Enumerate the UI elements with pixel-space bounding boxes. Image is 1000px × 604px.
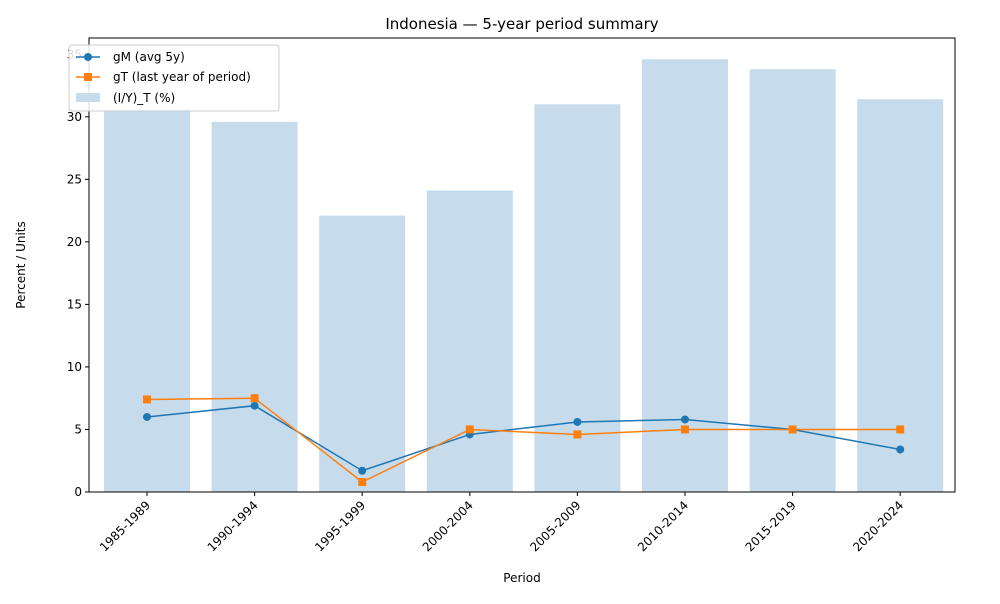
- x-tick-label-2020-2024: 2020-2024: [850, 498, 906, 554]
- plot-frame: [88, 37, 956, 493]
- legend-box: [68, 44, 280, 112]
- series-0-point-2020-2024: [896, 445, 905, 454]
- x-tick-label-1985-1989: 1985-1989: [97, 498, 153, 554]
- legend-swatch-bars: [76, 93, 100, 102]
- y-tick-label-20: 20: [67, 235, 82, 249]
- series-1-point-2020-2024: [896, 425, 905, 434]
- series-line-1: [146, 397, 901, 483]
- series-1-point-2005-2009: [573, 430, 582, 439]
- legend-label-bars: (I/Y)_T (%): [113, 91, 175, 105]
- y-tick-label-30: 30: [67, 110, 82, 124]
- series-1-point-2000-2004: [465, 425, 474, 434]
- series-1-point-2010-2014: [681, 425, 689, 434]
- x-tick-label-2015-2019: 2015-2019: [743, 498, 799, 554]
- series-0-point-1985-1989: [143, 412, 151, 421]
- x-axis-label: Period: [503, 571, 540, 585]
- bars-layer: [104, 59, 944, 493]
- x-axis: 1985-1989 1990-1994 1995-1999 2000-2004 2005…: [97, 492, 906, 554]
- lines-layer: [143, 394, 905, 486]
- y-tick-label-25: 25: [67, 172, 82, 186]
- series-line-0: [146, 404, 901, 472]
- chart-title: Indonesia — 5-year period summary: [385, 15, 658, 33]
- series-0-point-1990-1994: [250, 401, 259, 410]
- bar-1995-1999: [319, 215, 406, 493]
- bar-2000-2004: [426, 190, 513, 492]
- y-tick-label-10: 10: [67, 360, 82, 374]
- legend-label-gt: gT (last year of period): [113, 70, 251, 84]
- series-1-point-1985-1989: [143, 395, 151, 404]
- y-tick-label-5: 5: [74, 422, 82, 436]
- legend-label-gm: gM (avg 5y): [113, 50, 185, 64]
- x-tick-label-1990-1994: 1990-1994: [205, 498, 261, 554]
- y-tick-label-15: 15: [67, 297, 82, 311]
- y-axis-label: Percent / Units: [14, 221, 28, 309]
- y-tick-label-0: 0: [74, 485, 82, 499]
- bar-2005-2009: [534, 104, 621, 492]
- x-tick-label-2000-2004: 2000-2004: [420, 498, 476, 554]
- bar-2015-2019: [749, 69, 836, 493]
- series-1-point-1990-1994: [250, 394, 259, 403]
- legend: gM (avg 5y) gT (last year of period) (I/…: [68, 44, 280, 112]
- series-1-point-2015-2019: [788, 425, 797, 434]
- legend-marker-gt: [84, 73, 92, 81]
- bar-1985-1989: [104, 109, 190, 493]
- series-1-point-1995-1999: [358, 477, 367, 486]
- series-0-point-1995-1999: [358, 466, 367, 475]
- y-axis: 05101520253035: [67, 47, 89, 499]
- x-tick-label-2005-2009: 2005-2009: [527, 498, 583, 554]
- bar-1990-1994: [211, 121, 298, 492]
- legend-marker-gm: [84, 53, 92, 61]
- series-0-point-2010-2014: [681, 415, 689, 424]
- series-0-point-2005-2009: [573, 417, 582, 426]
- x-tick-label-1995-1999: 1995-1999: [312, 498, 368, 554]
- x-tick-label-2010-2014: 2010-2014: [635, 498, 691, 554]
